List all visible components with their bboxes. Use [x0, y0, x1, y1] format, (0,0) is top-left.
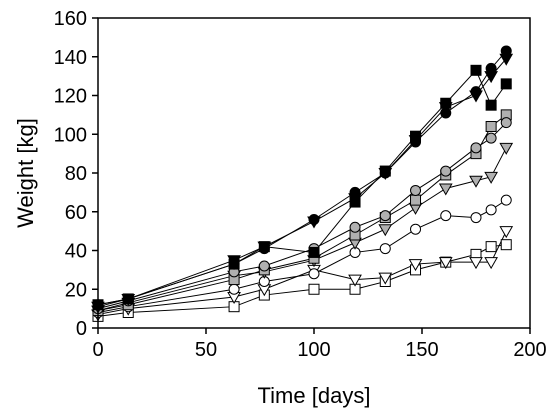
data-point [469, 257, 483, 270]
y-tick-label: 60 [65, 202, 87, 224]
y-tick-label: 120 [54, 86, 87, 108]
data-point [500, 78, 512, 90]
series-markers [92, 117, 512, 315]
data-point [122, 293, 134, 305]
data-point [438, 183, 453, 196]
data-point [500, 45, 512, 57]
data-point [484, 171, 498, 184]
data-point [228, 258, 240, 270]
data-point [349, 186, 361, 198]
data-point [485, 204, 497, 216]
series-line [97, 69, 507, 306]
data-point [410, 194, 422, 206]
data-point [440, 107, 452, 119]
data-point [308, 283, 320, 295]
plot-frame [97, 17, 531, 329]
y-tick-label: 80 [65, 163, 87, 185]
y-tick-label: 20 [65, 279, 87, 301]
series-markers [92, 45, 512, 311]
data-point [469, 175, 483, 188]
series-line [97, 58, 507, 308]
data-point [470, 86, 482, 98]
series-markers [91, 53, 514, 314]
data-point [379, 210, 391, 222]
data-point [500, 194, 512, 206]
y-axis-title: Weight [kg] [13, 118, 38, 228]
data-point [500, 239, 512, 251]
axes-layer: 0 50 100 150 200 0 20 40 60 80 100 120 140 160 [54, 8, 547, 361]
data-point [500, 117, 512, 129]
data-point [348, 274, 362, 287]
y-tick-label: 160 [54, 8, 87, 30]
data-point [228, 283, 240, 295]
x-tick-label: 150 [405, 339, 438, 361]
data-point [258, 260, 270, 272]
data-point [308, 246, 320, 258]
data-point [470, 142, 482, 154]
data-point [484, 257, 498, 270]
data-point [379, 243, 391, 255]
data-point [410, 223, 422, 235]
y-tick-label: 100 [54, 124, 87, 146]
data-point [258, 243, 270, 255]
data-point [378, 224, 393, 237]
y-tick-label: 140 [54, 47, 87, 69]
y-tick-label: 0 [76, 318, 87, 340]
series-layer [91, 45, 514, 322]
x-tick-label: 0 [92, 339, 103, 361]
data-point [408, 259, 423, 272]
data-point [349, 221, 361, 233]
data-point [440, 165, 452, 177]
series-markers [92, 194, 512, 318]
data-point [470, 212, 482, 224]
series-markers [92, 239, 512, 322]
data-point [470, 64, 482, 76]
data-point [410, 136, 422, 148]
series-markers [91, 226, 514, 322]
data-point [379, 167, 391, 179]
data-point [485, 99, 497, 111]
x-tick-label: 200 [513, 339, 546, 361]
data-point [308, 214, 320, 225]
data-point [485, 132, 497, 144]
data-point [308, 268, 320, 280]
data-point [499, 226, 514, 239]
data-point [440, 210, 452, 222]
data-point [485, 121, 497, 132]
data-point [485, 62, 497, 74]
data-point [499, 142, 514, 155]
data-point [485, 241, 497, 253]
data-point [378, 272, 393, 285]
x-tick-label: 50 [195, 339, 217, 361]
x-axis-title: Time [days] [258, 383, 371, 408]
data-point [410, 184, 422, 196]
data-point [438, 257, 453, 270]
y-tick-label: 40 [65, 241, 87, 263]
x-tick-label: 100 [297, 339, 330, 361]
